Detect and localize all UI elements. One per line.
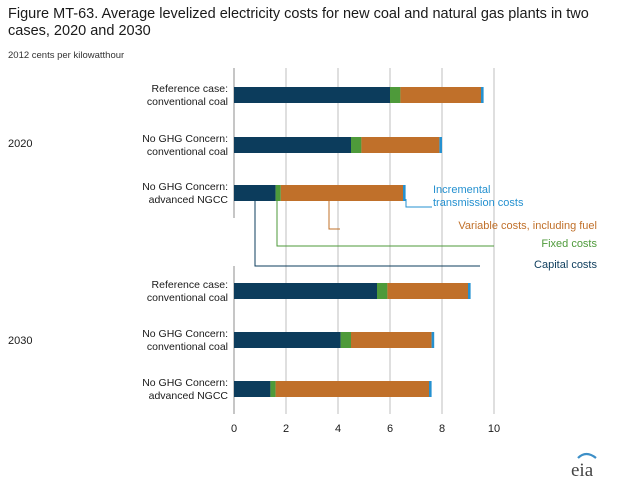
bar-2030-1-capital-costs: [234, 332, 341, 348]
bar-2030-2-capital-costs: [234, 381, 271, 397]
group-label-2020: 2020: [8, 138, 32, 150]
bar-2020-2-incremental-transmission-costs: [403, 185, 406, 201]
bar-2020-1-variable-costs,-including-fuel: [361, 137, 440, 153]
bar-2030-1-incremental-transmission-costs: [431, 332, 435, 348]
legend-label-2: Fixed costs: [541, 238, 597, 250]
svg-text:eia: eia: [571, 460, 594, 480]
bar-2020-2-variable-costs,-including-fuel: [280, 185, 403, 201]
bar-2020-1-incremental-transmission-costs: [439, 137, 442, 153]
bar-2030-2-incremental-transmission-costs: [429, 381, 432, 397]
x-tick-label-6: 6: [387, 423, 393, 435]
bar-2020-2-fixed-costs: [275, 185, 281, 201]
bar-2030-2-fixed-costs: [270, 381, 276, 397]
x-tick-label-0: 0: [231, 423, 237, 435]
x-tick-label-8: 8: [439, 423, 445, 435]
bar-2020-0-fixed-costs: [390, 87, 401, 103]
bar-2030-0-variable-costs,-including-fuel: [387, 283, 468, 299]
bar-2020-1-fixed-costs: [351, 137, 362, 153]
leader-line-0: [405, 199, 432, 208]
bar-2030-1-variable-costs,-including-fuel: [351, 332, 432, 348]
x-tick-label-4: 4: [335, 423, 341, 435]
category-label-2030-2: No GHG Concern: advanced NGCC: [142, 377, 228, 402]
leader-line-3: [254, 201, 480, 267]
bar-2030-2-variable-costs,-including-fuel: [275, 381, 429, 397]
bar-2020-0-incremental-transmission-costs: [481, 87, 484, 103]
legend-label-3: Capital costs: [534, 259, 597, 271]
legend-label-1: Variable costs, including fuel: [458, 220, 597, 232]
group-label-2030: 2030: [8, 335, 32, 347]
bar-2020-2-capital-costs: [234, 185, 276, 201]
bar-2030-0-fixed-costs: [377, 283, 388, 299]
eia-logo: eia: [571, 452, 597, 480]
legend-label-0: Incremental transmission costs: [433, 184, 524, 209]
category-label-2020-1: No GHG Concern: conventional coal: [142, 133, 228, 158]
category-label-2030-1: No GHG Concern: conventional coal: [142, 328, 228, 353]
x-tick-label-10: 10: [488, 423, 500, 435]
chart-subtitle: 2012 cents per kilowatthour: [8, 50, 125, 61]
bar-2020-1-capital-costs: [234, 137, 351, 153]
bar-2020-0-variable-costs,-including-fuel: [400, 87, 481, 103]
bar-2030-1-fixed-costs: [340, 332, 351, 348]
bar-2030-0-capital-costs: [234, 283, 377, 299]
bar-2020-0-capital-costs: [234, 87, 390, 103]
leader-line-1: [328, 201, 340, 230]
bar-2030-0-incremental-transmission-costs: [468, 283, 471, 299]
category-label-2020-2: No GHG Concern: advanced NGCC: [142, 181, 228, 206]
chart-title: Figure MT-63. Average levelized electric…: [8, 6, 589, 39]
leader-line-2: [276, 201, 494, 247]
category-label-2030-0: Reference case: conventional coal: [147, 279, 228, 304]
x-tick-label-2: 2: [283, 423, 289, 435]
category-label-2020-0: Reference case: conventional coal: [147, 83, 228, 108]
